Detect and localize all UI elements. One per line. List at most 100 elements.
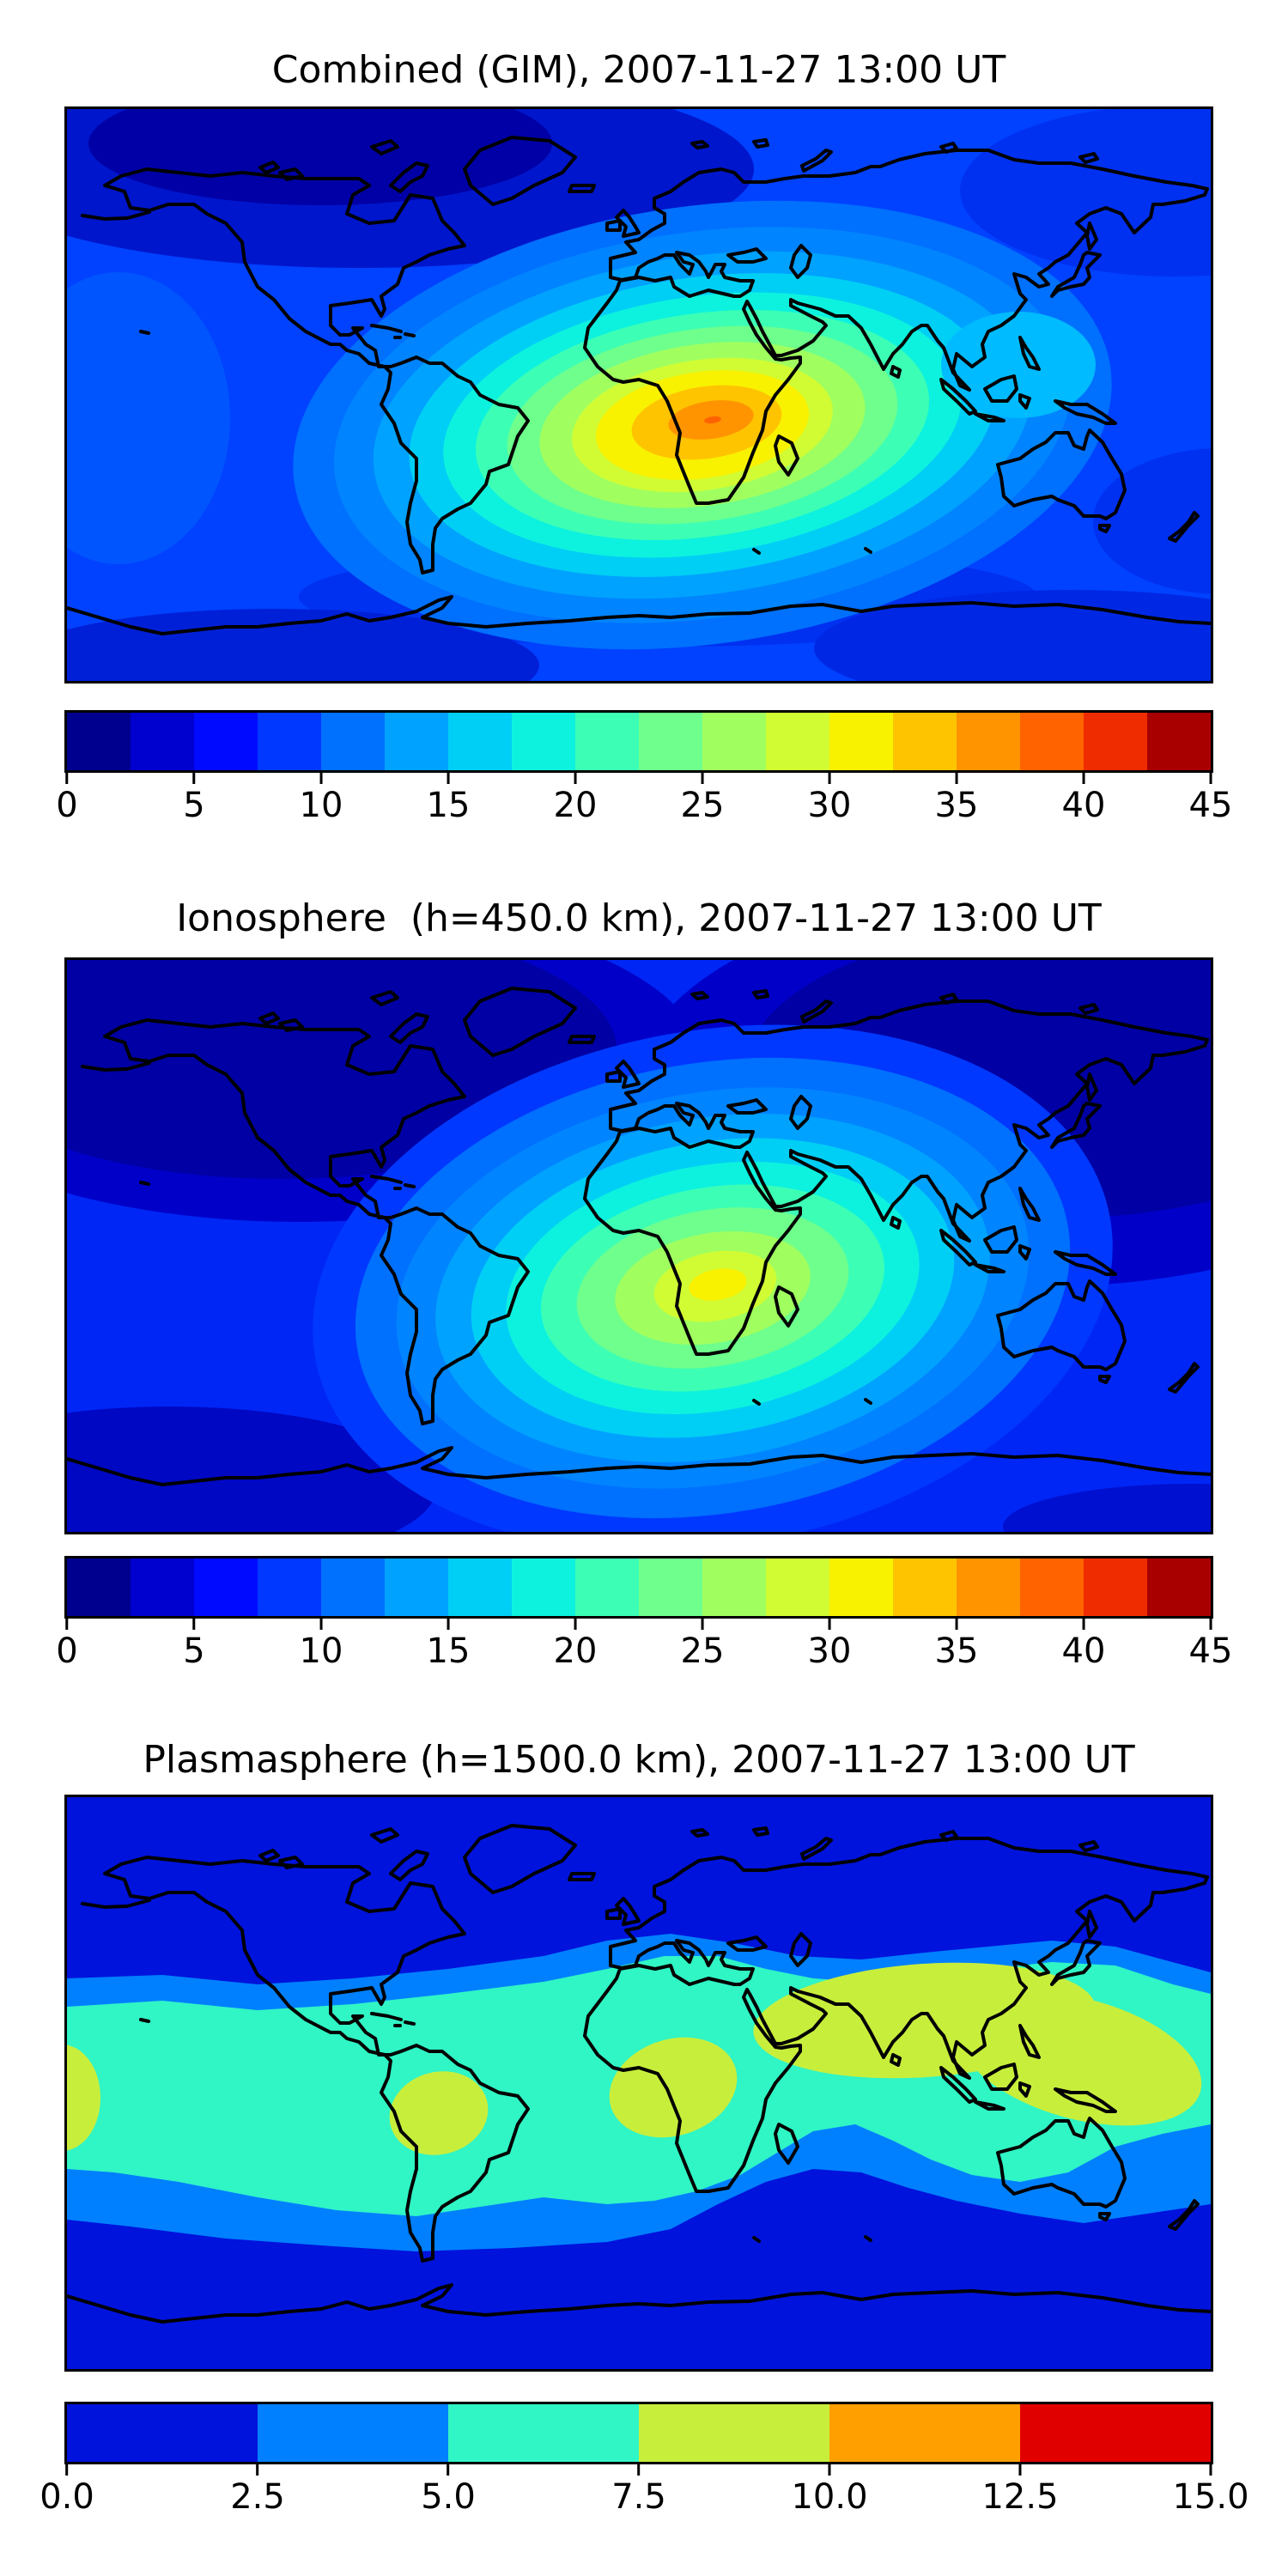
colorbar-tick: 30 [807, 1616, 852, 1671]
colorbar-segment [1020, 713, 1084, 770]
tick-label: 15.0 [1172, 2477, 1249, 2517]
colorbar-segment [829, 713, 893, 770]
tick-label: 15 [426, 786, 471, 825]
panel-2-contour-field [67, 960, 1211, 1532]
tick-mark [701, 1616, 704, 1630]
colorbar-segment [321, 1558, 385, 1616]
colorbar-tick: 15.0 [1172, 2462, 1249, 2517]
colorbar-tick: 45 [1188, 770, 1233, 825]
panel-1-title: Combined (GIM), 2007-11-27 13:00 UT [271, 48, 1006, 92]
tick-mark [955, 1616, 958, 1630]
panel-2-colorbar [64, 1556, 1213, 1619]
colorbar-segment [512, 1558, 575, 1616]
contour-band [67, 609, 539, 681]
colorbar-segment [766, 1558, 829, 1616]
tick-mark [1209, 1616, 1212, 1630]
tick-label: 5 [183, 786, 205, 825]
colorbar-segment [1084, 1558, 1147, 1616]
colorbar-tick: 20 [553, 1616, 598, 1671]
tick-label: 25 [680, 786, 725, 825]
tick-label: 5.0 [421, 2477, 476, 2517]
colorbar-segment [258, 2404, 448, 2462]
colorbar-segment [829, 1558, 893, 1616]
tick-label: 20 [553, 1631, 598, 1671]
colorbar-segment [67, 713, 131, 770]
panel-3-title: Plasmasphere (h=1500.0 km), 2007-11-27 1… [143, 1738, 1135, 1782]
panel-1-colorbar [64, 710, 1213, 773]
tick-mark [1082, 770, 1085, 784]
tick-label: 35 [934, 786, 979, 825]
colorbar-tick: 10 [300, 1616, 343, 1671]
colorbar-segment [67, 2404, 258, 2462]
tick-label: 2.5 [230, 2477, 285, 2517]
colorbar-tick: 30 [808, 770, 851, 825]
colorbar-tick: 12.5 [981, 2462, 1059, 2517]
tick-mark [319, 770, 323, 784]
colorbar-segment [385, 713, 448, 770]
colorbar-segment [385, 1558, 448, 1616]
tick-label: 40 [1061, 786, 1106, 825]
colorbar-segment [1020, 1558, 1084, 1616]
contour-band [704, 416, 721, 424]
tick-label: 45 [1188, 1631, 1233, 1671]
colorbar-segment [448, 713, 512, 770]
colorbar-tick: 5 [183, 1616, 205, 1671]
tick-mark [1209, 2462, 1212, 2476]
tick-mark [447, 2462, 450, 2476]
tick-label: 30 [807, 1631, 852, 1671]
tick-label: 10 [299, 1631, 343, 1671]
colorbar-segment [766, 713, 829, 770]
colorbar-segment [448, 2404, 639, 2462]
colorbar-segment [1147, 1558, 1211, 1616]
colorbar-segment [131, 1558, 194, 1616]
tick-mark [828, 1616, 831, 1630]
colorbar-segment [67, 1558, 131, 1616]
colorbar-segment [448, 1558, 512, 1616]
tick-label: 0 [56, 1631, 78, 1671]
colorbar-segment [639, 2404, 829, 2462]
colorbar-tick: 40 [1061, 1616, 1106, 1671]
colorbar-segment [957, 1558, 1020, 1616]
contour-band [689, 1268, 747, 1301]
tick-label: 0 [56, 786, 78, 825]
colorbar-segment [194, 713, 258, 770]
tick-mark [192, 1616, 196, 1630]
colorbar-tick: 0 [56, 1616, 78, 1671]
colorbar-segment [258, 713, 321, 770]
colorbar-tick: 0 [56, 770, 78, 825]
colorbar-tick: 0.0 [39, 2462, 94, 2517]
colorbar-tick: 7.5 [611, 2462, 666, 2517]
panel-2-title: Ionosphere (h=450.0 km), 2007-11-27 13:0… [176, 896, 1102, 940]
colorbar-tick: 20 [553, 770, 598, 825]
colorbar-segment [1147, 713, 1211, 770]
tick-mark [1209, 770, 1212, 784]
tick-mark [65, 770, 69, 784]
tick-mark [447, 1616, 450, 1630]
panel-3-map-svg [67, 1797, 1211, 2369]
colorbar-tick: 10 [300, 770, 343, 825]
tick-label: 15 [426, 1631, 471, 1671]
contour-band [609, 2037, 738, 2138]
tick-mark [192, 770, 196, 784]
tick-label: 35 [934, 1631, 979, 1671]
colorbar-segment [1084, 713, 1147, 770]
contour-band [389, 2071, 489, 2155]
panel-3-colorbar [64, 2402, 1213, 2464]
colorbar-segment [321, 713, 385, 770]
contour-band [67, 1406, 436, 1532]
tick-mark [319, 1616, 323, 1630]
tick-mark [1018, 2462, 1022, 2476]
tick-label: 45 [1188, 786, 1233, 825]
tick-label: 40 [1061, 1631, 1106, 1671]
colorbar-segment [639, 713, 702, 770]
colorbar-tick: 15 [426, 1616, 471, 1671]
colorbar-tick: 25 [680, 770, 725, 825]
tick-mark [65, 1616, 69, 1630]
tick-mark [637, 2462, 641, 2476]
colorbar-segment [258, 1558, 321, 1616]
colorbar-segment [829, 2404, 1020, 2462]
panel-3-contour-field [67, 1797, 1211, 2369]
colorbar-segment [575, 1558, 639, 1616]
tick-label: 10 [299, 786, 343, 825]
tick-label: 20 [553, 786, 598, 825]
